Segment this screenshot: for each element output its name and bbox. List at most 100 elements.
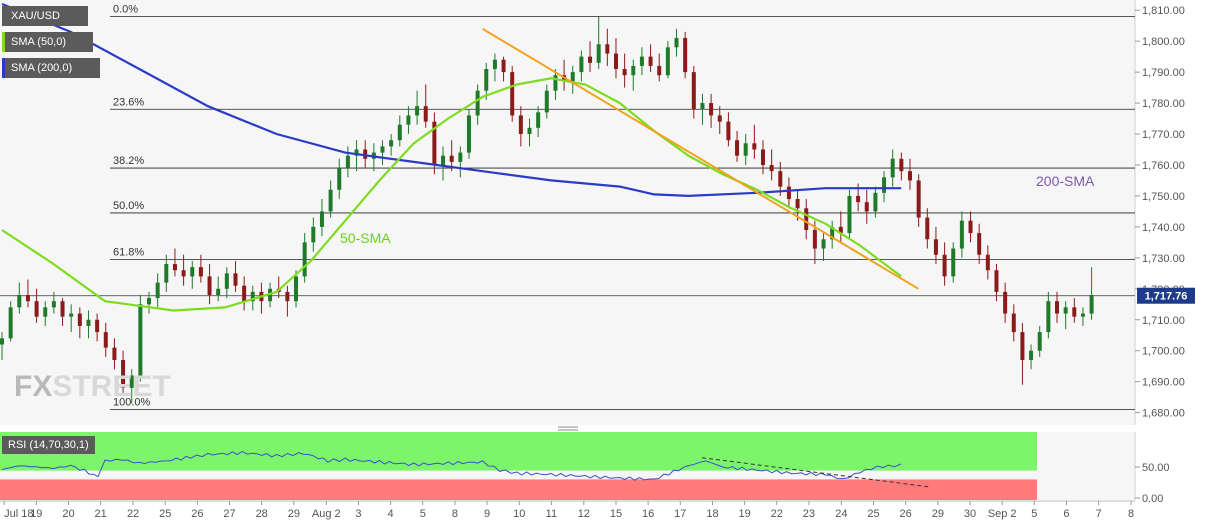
candle-body	[0, 338, 4, 345]
time-tick-label: 20	[62, 508, 74, 520]
time-tick-label: 25	[159, 508, 171, 520]
candle	[700, 93, 705, 125]
rsi-tick-label: 50.00	[1142, 462, 1170, 474]
candle-body	[657, 65, 662, 76]
candle	[605, 28, 610, 66]
sma50-annotation: 50-SMA	[340, 230, 391, 246]
candle-body	[363, 149, 368, 159]
candle	[942, 242, 947, 286]
candle-body	[441, 155, 446, 165]
candle-body	[1063, 307, 1068, 314]
candle-body	[951, 248, 956, 277]
time-tick-label: 22	[127, 508, 139, 520]
candle-body	[916, 180, 921, 218]
fib-label: 0.0%	[113, 3, 138, 15]
candle	[354, 140, 359, 172]
price-tick-label: 1,700.00	[1142, 346, 1185, 358]
legend-price[interactable]: XAU/USD	[2, 6, 88, 26]
legend-rsi[interactable]: RSI (14,70,30,1)	[2, 436, 95, 454]
candle-body	[925, 217, 930, 240]
time-tick-label: 19	[30, 508, 42, 520]
time-tick-label: 25	[867, 508, 879, 520]
time-tick-label: 21	[95, 508, 107, 520]
candle-body	[553, 75, 558, 91]
candle	[224, 267, 229, 299]
candle	[527, 118, 532, 147]
candle-body	[1055, 301, 1060, 314]
candle-body	[691, 72, 696, 110]
candle	[873, 186, 878, 218]
candle-body	[933, 239, 938, 255]
candle	[735, 130, 740, 162]
price-tick-label: 1,790.00	[1142, 67, 1185, 79]
candle	[1072, 298, 1077, 323]
candle	[752, 124, 757, 159]
candle	[1037, 325, 1042, 357]
candle	[112, 338, 117, 370]
candle-body	[510, 72, 515, 116]
candle-body	[579, 56, 584, 73]
candle-body	[207, 276, 212, 295]
candle-body	[242, 285, 247, 302]
candle-body	[717, 115, 722, 122]
candle-body	[250, 291, 255, 302]
fib-label: 23.6%	[113, 96, 144, 108]
price-tick-label: 1,710.00	[1142, 315, 1185, 327]
candle-body	[389, 140, 394, 147]
rsi-tick-label: 0.00	[1142, 493, 1163, 505]
candle-body	[622, 69, 627, 76]
price-tick-label: 1,740.00	[1142, 222, 1185, 234]
candle	[181, 254, 186, 286]
candle	[1020, 322, 1025, 385]
candle	[328, 180, 333, 218]
price-tick-label: 1,730.00	[1142, 253, 1185, 265]
candle	[207, 264, 212, 305]
candle	[406, 106, 411, 135]
candle	[951, 242, 956, 283]
rsi-trendline	[702, 457, 929, 488]
candle-body	[103, 332, 108, 348]
legend-sma200[interactable]: SMA (200,0)	[2, 58, 100, 78]
candle	[95, 313, 100, 342]
price-tick-label: 1,800.00	[1142, 36, 1185, 48]
time-tick-label: Sep 2	[988, 508, 1017, 520]
candle	[103, 322, 108, 357]
candle	[510, 65, 515, 122]
candle	[294, 270, 299, 308]
candle	[0, 332, 4, 360]
candle	[717, 106, 722, 135]
candle	[518, 106, 523, 147]
candle-body	[1072, 307, 1077, 317]
candle	[77, 307, 82, 339]
candle-body	[466, 115, 471, 153]
candle-body	[856, 195, 861, 203]
time-tick-label: 12	[578, 508, 590, 520]
price-tick-label: 1,780.00	[1142, 98, 1185, 110]
candle-body	[527, 127, 532, 135]
fib-label: 61.8%	[113, 246, 144, 258]
candle-body	[812, 229, 817, 249]
candle-body	[69, 313, 74, 317]
candle	[60, 298, 65, 326]
candle-body	[415, 106, 420, 116]
candle-body	[328, 189, 333, 212]
legend-sma50[interactable]: SMA (50,0)	[2, 32, 93, 52]
candle-body	[1080, 313, 1085, 317]
candle-body	[190, 267, 195, 277]
candle-body	[198, 267, 203, 277]
candle	[985, 245, 990, 280]
candle	[683, 31, 688, 79]
candle-body	[432, 121, 437, 165]
candle-body	[605, 44, 610, 54]
candle	[155, 273, 160, 308]
candle-body	[830, 226, 835, 240]
candle	[795, 189, 800, 221]
time-tick-label: 30	[964, 508, 976, 520]
candle-body	[285, 291, 290, 302]
candle	[726, 112, 731, 147]
candle	[570, 65, 575, 94]
candle-body	[648, 56, 653, 66]
candle	[959, 211, 964, 258]
candle	[588, 41, 593, 73]
candle-body	[847, 195, 852, 234]
